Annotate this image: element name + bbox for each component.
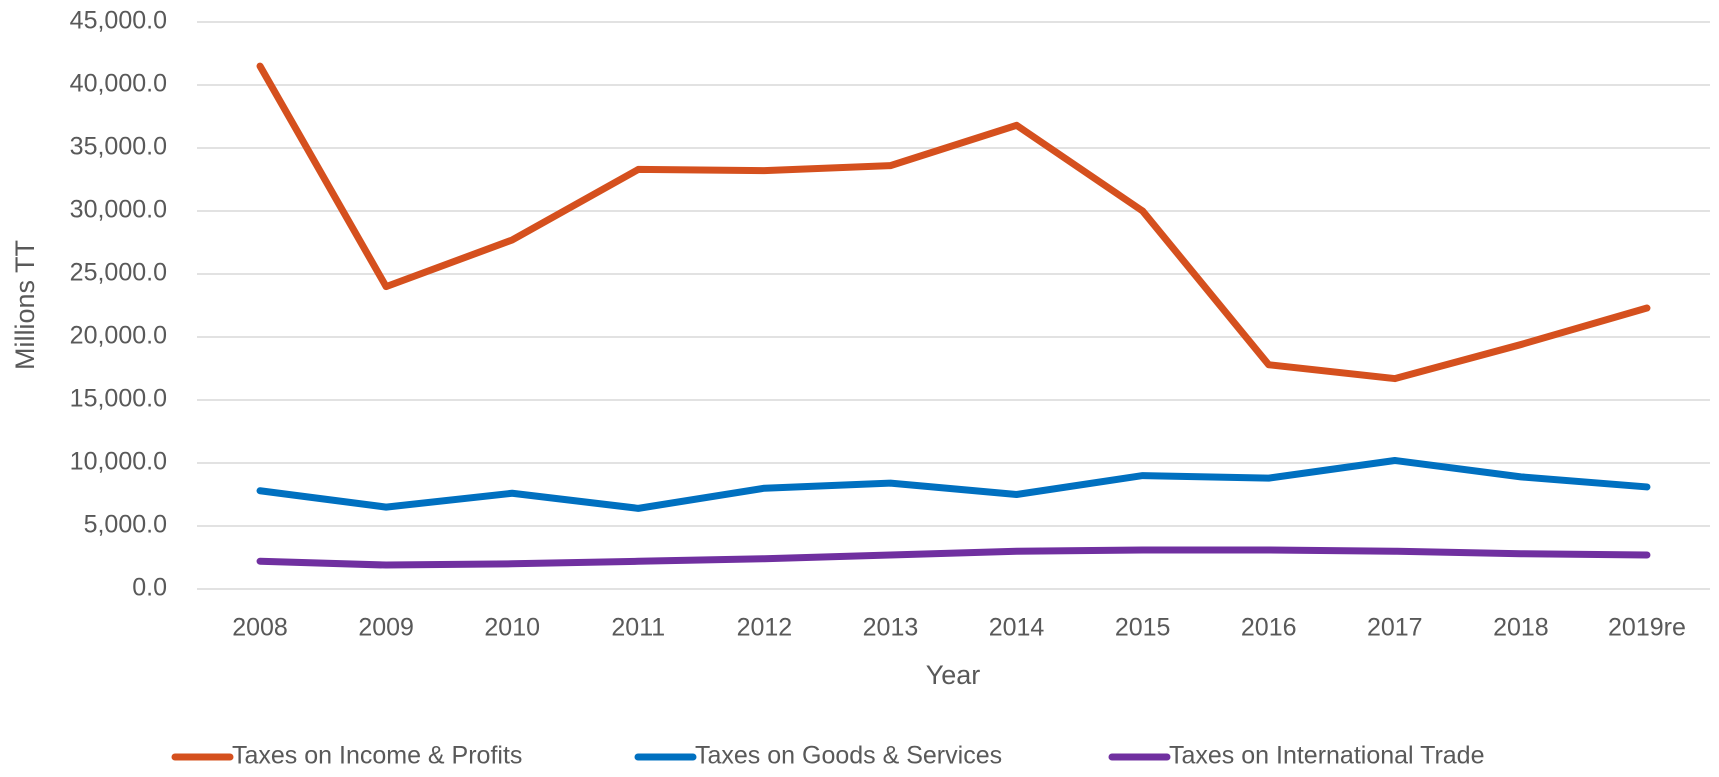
x-tick-label: 2009 <box>358 614 414 642</box>
series-line <box>256 62 1651 383</box>
legend-label: Taxes on Goods & Services <box>695 742 1002 770</box>
x-tick-label: 2018 <box>1493 614 1549 642</box>
y-tick-label: 15,000.0 <box>70 385 167 413</box>
x-tick-label: 2015 <box>1115 614 1171 642</box>
y-tick-label: 45,000.0 <box>70 7 167 35</box>
x-axis-title: Year <box>926 660 981 690</box>
y-axis-title: Millions TT <box>10 240 40 370</box>
x-tick-label: 2013 <box>863 614 919 642</box>
x-tick-label: 2017 <box>1367 614 1423 642</box>
legend-label: Taxes on Income & Profits <box>232 742 522 770</box>
y-tick-label: 5,000.0 <box>84 511 167 539</box>
y-tick-label: 0.0 <box>132 574 167 602</box>
series-line <box>256 546 1651 569</box>
y-tick-label: 30,000.0 <box>70 196 167 224</box>
y-tick-label: 40,000.0 <box>70 70 167 98</box>
legend-label: Taxes on International Trade <box>1169 742 1484 770</box>
x-tick-label: 2012 <box>737 614 793 642</box>
y-tick-label: 20,000.0 <box>70 322 167 350</box>
series-line <box>256 456 1651 512</box>
y-tick-label: 35,000.0 <box>70 133 167 161</box>
x-tick-label: 2011 <box>611 614 665 642</box>
x-tick-label: 2014 <box>989 614 1045 642</box>
x-tick-label: 2016 <box>1241 614 1297 642</box>
y-tick-label: 25,000.0 <box>70 259 167 287</box>
x-tick-label: 2010 <box>484 614 540 642</box>
y-tick-label: 10,000.0 <box>70 448 167 476</box>
x-tick-label: 2008 <box>232 614 288 642</box>
x-tick-label: 2019re <box>1608 614 1686 642</box>
